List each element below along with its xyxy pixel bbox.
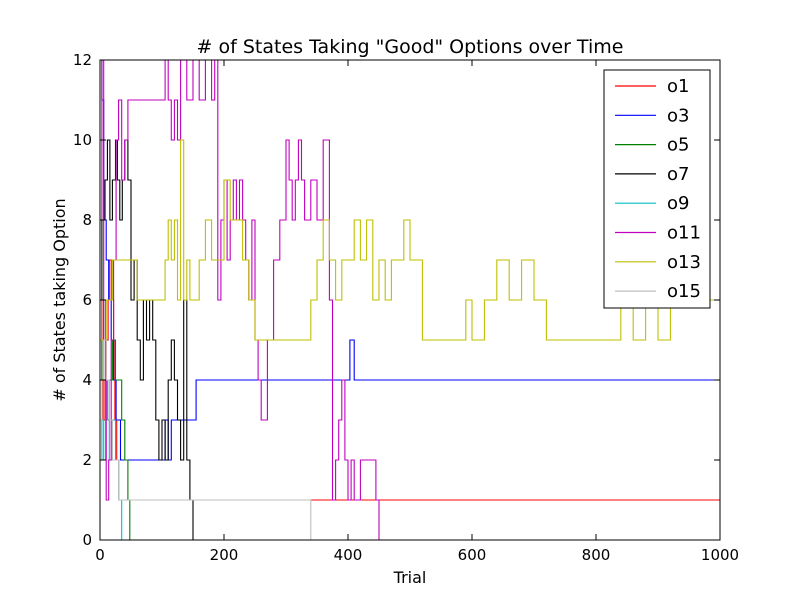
y-tick-label: 2 xyxy=(82,451,92,469)
series-line-o13 xyxy=(100,139,720,341)
y-tick-label: 6 xyxy=(82,291,92,309)
x-tick-label: 800 xyxy=(582,546,611,564)
y-tick-label: 12 xyxy=(73,51,92,69)
x-axis-title: Trial xyxy=(393,568,427,587)
legend-label-o9: o9 xyxy=(667,193,689,214)
legend-label-o15: o15 xyxy=(667,281,701,302)
y-tick-label: 10 xyxy=(73,131,92,149)
y-tick-label: 8 xyxy=(82,211,92,229)
legend-label-o13: o13 xyxy=(667,252,701,273)
legend: o1 o3 o5 o7 o9 o11 o13 o15 xyxy=(603,69,711,309)
x-tick-label: 1000 xyxy=(701,546,739,564)
legend-label-o11: o11 xyxy=(667,223,701,244)
legend-label-o3: o3 xyxy=(667,105,689,126)
y-tick-label: 0 xyxy=(82,531,92,549)
legend-box xyxy=(603,69,711,309)
x-tick-label: 200 xyxy=(210,546,239,564)
legend-items: o1 o3 o5 o7 o9 o11 o13 o15 xyxy=(615,76,701,302)
y-axis-title: # of States taking Option xyxy=(50,198,69,401)
x-tick-label: 0 xyxy=(95,546,105,564)
legend-label-o5: o5 xyxy=(667,135,689,156)
y-tick-label: 4 xyxy=(82,371,92,389)
legend-label-o7: o7 xyxy=(667,164,689,185)
ticks-layer: 0 200 400 600 800 1000 0 2 4 6 8 10 12 xyxy=(73,51,739,564)
series-line-o3 xyxy=(100,59,720,461)
legend-label-o1: o1 xyxy=(667,76,689,97)
x-tick-label: 600 xyxy=(458,546,487,564)
x-tick-label: 400 xyxy=(334,546,363,564)
chart-title: # of States Taking "Good" Options over T… xyxy=(197,36,624,58)
series-line-o11 xyxy=(100,59,720,541)
